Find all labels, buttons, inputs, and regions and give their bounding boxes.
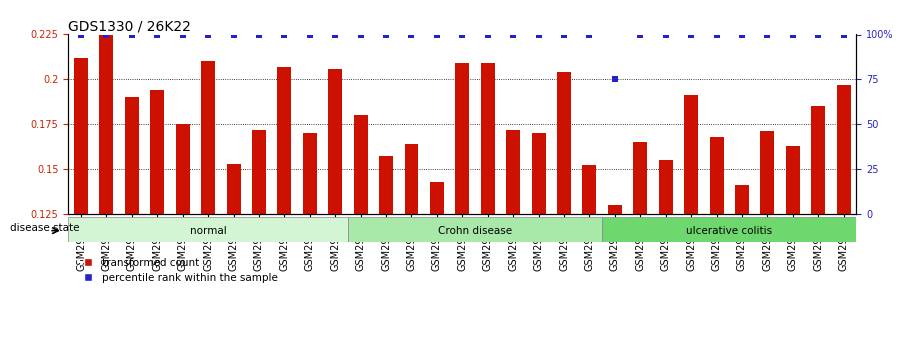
Point: [379, 32, 394, 37]
Point: [480, 32, 495, 37]
Point: [99, 32, 114, 37]
Point: [200, 32, 215, 37]
Point: [506, 32, 520, 37]
Point: [684, 32, 699, 37]
Bar: [68, 217, 348, 241]
Bar: [532, 133, 546, 345]
Text: normal: normal: [189, 226, 227, 236]
Bar: [507, 130, 520, 345]
Bar: [379, 157, 393, 345]
Bar: [481, 63, 495, 345]
Point: [455, 32, 470, 37]
Bar: [348, 217, 602, 241]
Point: [74, 32, 88, 37]
Text: ulcerative colitis: ulcerative colitis: [686, 226, 773, 236]
Bar: [227, 164, 241, 345]
Bar: [328, 69, 343, 345]
Point: [836, 32, 851, 37]
Bar: [404, 144, 418, 345]
Point: [125, 32, 139, 37]
Point: [734, 32, 749, 37]
Bar: [176, 124, 189, 345]
Bar: [125, 97, 138, 345]
Bar: [811, 106, 825, 345]
Point: [608, 77, 622, 82]
Point: [430, 32, 445, 37]
Point: [302, 32, 317, 37]
Point: [659, 32, 673, 37]
Point: [251, 32, 266, 37]
Bar: [608, 205, 622, 345]
Bar: [659, 160, 672, 345]
Point: [176, 32, 190, 37]
Text: GDS1330 / 26K22: GDS1330 / 26K22: [68, 19, 191, 33]
Bar: [353, 115, 368, 345]
Point: [353, 32, 368, 37]
Bar: [302, 133, 317, 345]
Bar: [150, 90, 164, 345]
Point: [633, 32, 648, 37]
Bar: [278, 67, 292, 345]
Point: [226, 32, 241, 37]
Point: [811, 32, 825, 37]
Point: [582, 32, 597, 37]
Text: Crohn disease: Crohn disease: [438, 226, 512, 236]
Bar: [735, 185, 749, 345]
Bar: [633, 142, 647, 345]
Bar: [430, 181, 444, 345]
Point: [785, 32, 800, 37]
Bar: [582, 166, 597, 345]
Point: [150, 32, 165, 37]
Point: [277, 32, 292, 37]
Point: [710, 32, 724, 37]
Bar: [252, 130, 266, 345]
Bar: [99, 34, 114, 345]
Bar: [602, 217, 856, 241]
Legend: transformed count, percentile rank within the sample: transformed count, percentile rank withi…: [74, 254, 281, 287]
Bar: [456, 63, 469, 345]
Point: [531, 32, 546, 37]
Bar: [74, 58, 88, 345]
Point: [404, 32, 419, 37]
Point: [557, 32, 571, 37]
Bar: [836, 85, 851, 345]
Bar: [710, 137, 723, 345]
Bar: [557, 72, 571, 345]
Bar: [684, 96, 698, 345]
Text: disease state: disease state: [10, 223, 80, 233]
Point: [328, 32, 343, 37]
Bar: [786, 146, 800, 345]
Bar: [201, 61, 215, 345]
Point: [760, 32, 774, 37]
Bar: [761, 131, 774, 345]
